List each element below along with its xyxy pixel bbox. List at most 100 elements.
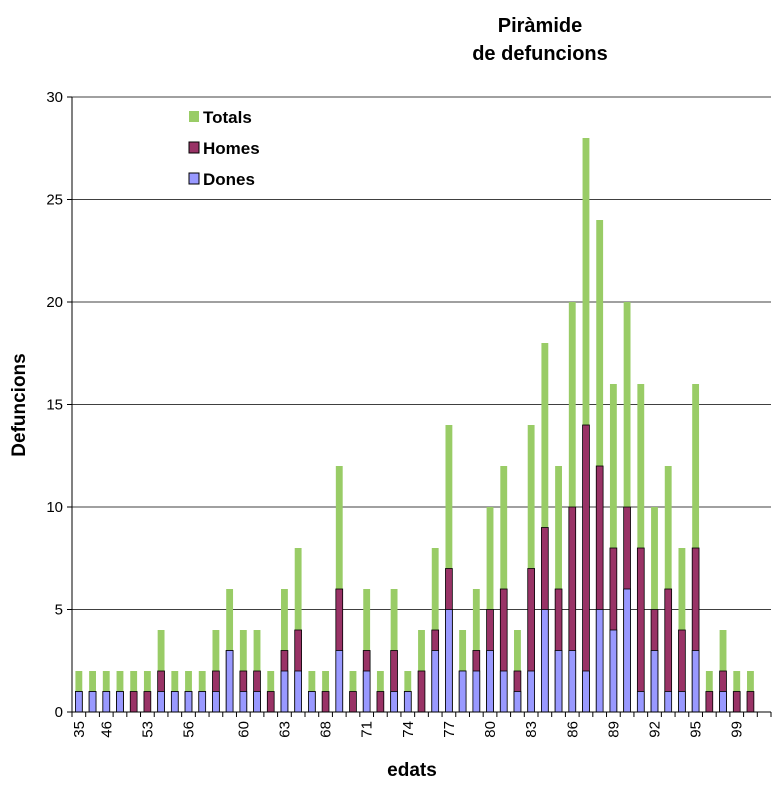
bar-dones (280, 670, 289, 713)
y-tick-label: 15 (46, 397, 63, 414)
bar-dones (623, 588, 631, 713)
bar-homes (321, 691, 330, 713)
bar-group (294, 548, 302, 713)
bar-group (445, 425, 453, 713)
bar-group (403, 671, 412, 713)
bar-group (225, 589, 234, 713)
bar-group (390, 589, 398, 713)
bar-dones (458, 670, 467, 713)
bar-dones (88, 691, 97, 713)
bar-dones (664, 691, 673, 713)
legend: Totals Homes Dones (188, 108, 260, 189)
bar-dones (362, 670, 371, 713)
x-tick-label: 53 (139, 721, 156, 738)
bar-dones (431, 650, 440, 713)
bar-dones (719, 691, 727, 713)
bar-group (88, 671, 97, 713)
bar-group (746, 671, 755, 713)
bar-dones (102, 691, 111, 713)
bar-group (308, 671, 316, 713)
bar-dones (678, 691, 686, 713)
bar-dones (582, 670, 590, 713)
x-tick-label: 83 (523, 721, 540, 738)
bar-group (732, 671, 741, 713)
y-tick-label: 10 (46, 499, 63, 516)
bar-dones (253, 691, 261, 713)
bar-dones (157, 691, 165, 713)
bar-group (362, 589, 371, 713)
bar-group (102, 671, 111, 713)
bar-dones (239, 691, 248, 713)
bar-group (705, 671, 714, 713)
chart-title-line-1: Piràmide (498, 15, 582, 37)
bar-homes (732, 691, 741, 713)
x-tick-label: 89 (605, 721, 622, 738)
bar-dones (390, 691, 398, 713)
bar-group (143, 671, 152, 713)
bar-dones (212, 691, 220, 713)
bar-homes (143, 691, 152, 713)
bar-homes (349, 691, 357, 713)
legend-label: Homes (203, 139, 260, 158)
bar-dones (609, 629, 618, 713)
bar-dones (308, 691, 316, 713)
bar-homes (582, 424, 590, 713)
bar-group (417, 630, 426, 713)
bar-group (472, 589, 481, 713)
bar-dones (636, 691, 645, 713)
x-tick-label: 99 (729, 721, 746, 738)
bar-group (280, 589, 289, 713)
y-axis-title: Defuncions (9, 353, 30, 456)
bar-group (513, 630, 522, 713)
bar-group (458, 630, 467, 713)
legend-label: Totals (203, 108, 252, 127)
bar-dones (650, 650, 659, 713)
x-tick-label: 56 (181, 721, 198, 738)
x-tick-label: 74 (400, 721, 417, 738)
bar-homes (636, 547, 645, 713)
bar-group (554, 466, 563, 713)
bar-group (349, 671, 357, 713)
bar-group (650, 507, 659, 713)
bar-group (335, 466, 344, 713)
legend-swatch (188, 172, 200, 185)
bar-group (116, 671, 124, 713)
bar-group (568, 302, 577, 713)
bar-dones (513, 691, 522, 713)
x-tick-label: 86 (564, 721, 581, 738)
bar-group (431, 548, 440, 713)
bar-dones (527, 670, 535, 713)
legend-swatch (189, 111, 199, 122)
x-tick-label: 92 (647, 721, 664, 738)
y-tick-label: 25 (46, 192, 63, 209)
bar-group (609, 384, 618, 713)
bar-dones (691, 650, 700, 713)
bar-dones (170, 691, 179, 713)
bar-group (678, 548, 686, 713)
x-tick-label: 71 (359, 721, 376, 738)
bar-group (582, 138, 590, 713)
bar-group (198, 671, 207, 713)
bar-group (623, 302, 631, 713)
bar-dones (403, 691, 412, 713)
x-tick-label: 60 (235, 721, 252, 738)
bar-group (321, 671, 330, 713)
bar-group (212, 630, 220, 713)
bar-homes (266, 691, 275, 713)
x-tick-label: 63 (276, 721, 293, 738)
bar-group (486, 507, 494, 713)
bars (75, 138, 755, 713)
bar-group (541, 343, 549, 713)
y-tick-label: 5 (55, 602, 63, 619)
x-tick-label: 35 (71, 721, 88, 738)
bar-group (376, 671, 385, 713)
chart-title-line-2: de defuncions (472, 43, 608, 65)
bar-group (719, 630, 727, 713)
x-tick-label: 46 (98, 721, 115, 738)
y-tick-label: 20 (46, 294, 63, 311)
bar-homes (705, 691, 714, 713)
x-tick-label: 95 (688, 721, 705, 738)
x-tick-labels: 35 46 53 56 60 63 68 71 74 77 80 83 86 89 92 95 99 (71, 712, 772, 738)
bar-dones (184, 691, 193, 713)
